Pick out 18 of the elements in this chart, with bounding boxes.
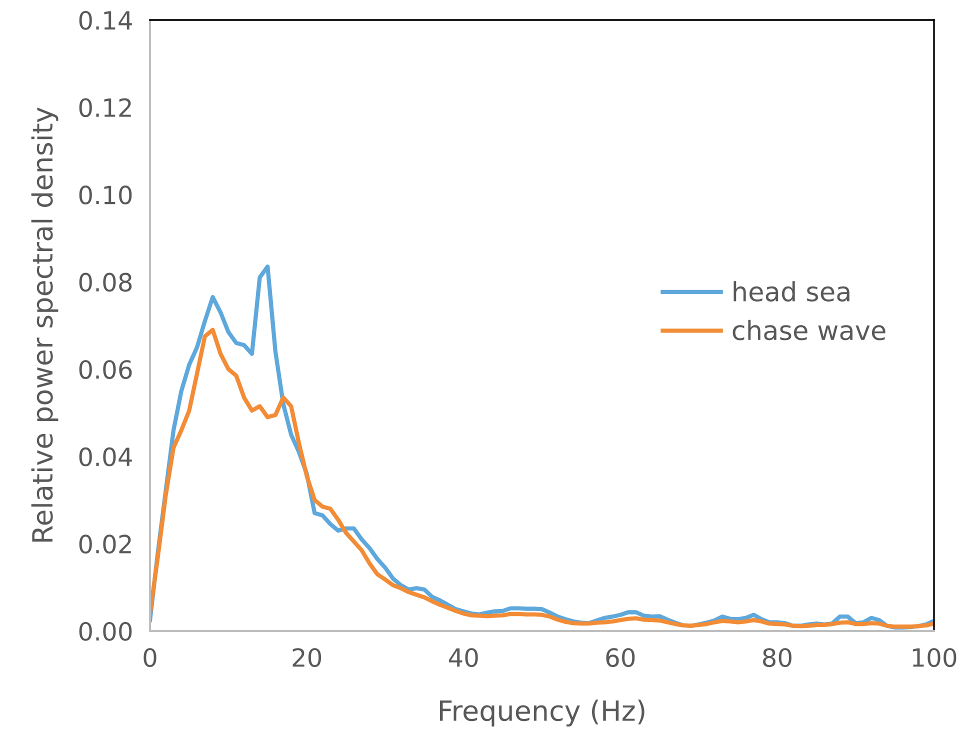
y-tick-label: 0.10	[79, 186, 132, 204]
legend-label: chase wave	[732, 320, 886, 340]
y-tick-label: 0.12	[79, 98, 131, 118]
legend-label: head sea	[734, 281, 850, 302]
y-tick-label: 0.08	[79, 272, 132, 292]
x-tick-label: 100	[912, 648, 956, 668]
x-tick-label: 60	[606, 648, 635, 668]
y-tick-label: 0.00	[79, 622, 132, 641]
y-tick-label: 0.06	[79, 360, 132, 379]
x-tick-label: 0	[144, 648, 156, 668]
y-axis-title: Relative power spectral density	[31, 107, 58, 542]
x-tick-label: 20	[292, 648, 322, 668]
y-tick-label: 0.14	[79, 10, 132, 30]
x-tick-label: 80	[762, 648, 792, 668]
y-tick-label: 0.02	[79, 534, 131, 554]
x-axis-title: Frequency (Hz)	[440, 700, 644, 727]
y-tick-label: 0.04	[79, 447, 132, 466]
x-tick-label: 40	[448, 648, 478, 668]
